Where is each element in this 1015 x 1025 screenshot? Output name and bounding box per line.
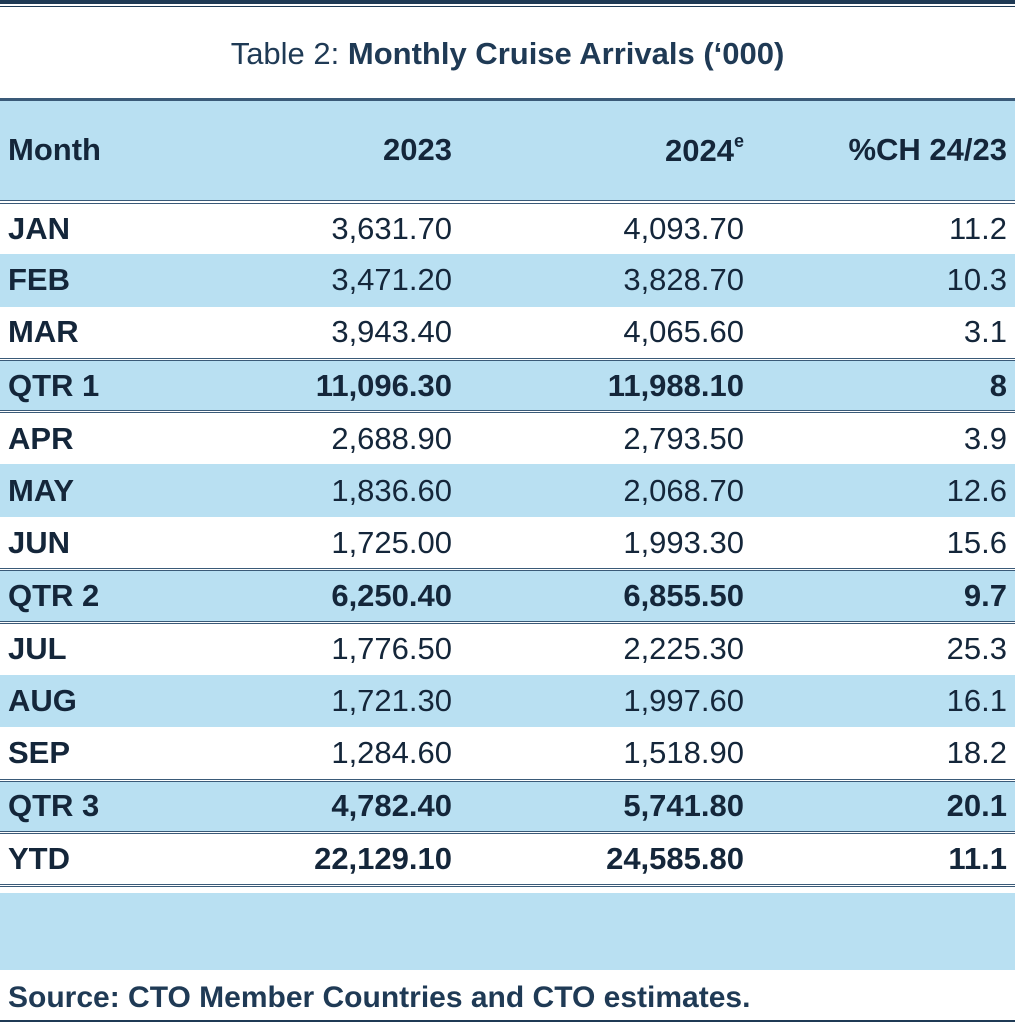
footer-band bbox=[0, 893, 1015, 970]
top-rule bbox=[0, 0, 1015, 4]
row-pct: 10.3 bbox=[946, 262, 1007, 298]
row-2023: 3,631.70 bbox=[331, 210, 452, 246]
row-2024: 1,518.90 bbox=[623, 734, 744, 770]
row-2024: 2,225.30 bbox=[623, 631, 744, 667]
row-month: JAN bbox=[8, 210, 71, 246]
row-month: SEP bbox=[8, 734, 71, 770]
row-month: QTR 3 bbox=[0, 778, 170, 835]
row-month: APR bbox=[8, 420, 74, 456]
row-pct: 11.2 bbox=[948, 210, 1007, 246]
quarter-total-row: QTR 2 6,250.40 6,855.50 9.7 bbox=[0, 568, 1015, 624]
table-row: AUG 1,721.30 1,997.60 16.1 bbox=[0, 674, 1015, 728]
quarter-total-row: QTR 1 11,096.30 11,988.10 8 bbox=[0, 357, 1015, 414]
header-2024-label: 2024 bbox=[665, 133, 734, 169]
row-2024: 24,585.80 bbox=[460, 832, 752, 887]
row-2023: 4,782.40 bbox=[170, 778, 460, 835]
row-pct: 12.6 bbox=[946, 472, 1007, 508]
row-pct: 16.1 bbox=[946, 683, 1007, 719]
row-2024: 4,065.60 bbox=[623, 314, 744, 350]
row-2023: 1,721.30 bbox=[331, 683, 452, 719]
row-2023: 3,471.20 bbox=[331, 262, 452, 298]
table-row: APR 2,688.90 2,793.50 3.9 bbox=[0, 411, 1015, 465]
row-2024: 3,828.70 bbox=[623, 262, 744, 298]
row-pct: 3.9 bbox=[963, 420, 1007, 456]
row-pct: 15.6 bbox=[946, 524, 1007, 560]
row-pct: 20.1 bbox=[752, 778, 1015, 835]
source-note: Source: CTO Member Countries and CTO est… bbox=[8, 981, 751, 1014]
row-2023: 3,943.40 bbox=[331, 314, 452, 350]
row-2024: 1,997.60 bbox=[623, 683, 744, 719]
row-month: MAR bbox=[8, 314, 79, 350]
row-2023: 1,836.60 bbox=[331, 472, 452, 508]
row-2024: 2,793.50 bbox=[623, 420, 744, 456]
row-month: MAY bbox=[8, 472, 75, 508]
table-row: JUN 1,725.00 1,993.30 15.6 bbox=[0, 517, 1015, 570]
row-pct: 8 bbox=[752, 357, 1015, 414]
table-row: MAR 3,943.40 4,065.60 3.1 bbox=[0, 306, 1015, 360]
table-title: Table 2: Monthly Cruise Arrivals (‘000) bbox=[0, 30, 1015, 78]
top-rule-thin bbox=[0, 6, 1015, 7]
row-month: YTD bbox=[0, 832, 170, 887]
row-2023: 6,250.40 bbox=[170, 568, 460, 624]
row-2024: 6,855.50 bbox=[460, 568, 752, 624]
row-month: QTR 2 bbox=[0, 568, 170, 624]
row-2024: 11,988.10 bbox=[460, 357, 752, 414]
row-pct: 18.2 bbox=[946, 734, 1007, 770]
table-row: FEB 3,471.20 3,828.70 10.3 bbox=[0, 254, 1015, 307]
bottom-rule bbox=[0, 1020, 1015, 1022]
ytd-total-row: YTD 22,129.10 24,585.80 11.1 bbox=[0, 832, 1015, 887]
table-row: JUL 1,776.50 2,225.30 25.3 bbox=[0, 622, 1015, 675]
row-2023: 1,284.60 bbox=[331, 734, 452, 770]
row-pct: 9.7 bbox=[752, 568, 1015, 624]
header-2024-estimate-mark: e bbox=[733, 131, 744, 152]
row-2024: 1,993.30 bbox=[623, 524, 744, 560]
table-row: MAY 1,836.60 2,068.70 12.6 bbox=[0, 464, 1015, 518]
table-row: SEP 1,284.60 1,518.90 18.2 bbox=[0, 727, 1015, 781]
table-row: JAN 3,631.70 4,093.70 11.2 bbox=[0, 201, 1015, 255]
header-2024: 2024e bbox=[460, 98, 752, 204]
quarter-total-row: QTR 3 4,782.40 5,741.80 20.1 bbox=[0, 778, 1015, 835]
header-month: Month bbox=[0, 98, 170, 204]
header-2023: 2023 bbox=[170, 98, 460, 204]
row-month: FEB bbox=[8, 262, 70, 298]
row-2023: 2,688.90 bbox=[331, 420, 452, 456]
row-pct: 25.3 bbox=[946, 631, 1007, 667]
row-2024: 5,741.80 bbox=[460, 778, 752, 835]
row-month: QTR 1 bbox=[0, 357, 170, 414]
row-pct: 11.1 bbox=[752, 832, 1015, 887]
row-2023: 1,725.00 bbox=[331, 524, 452, 560]
row-2023: 11,096.30 bbox=[170, 357, 460, 414]
row-2023: 22,129.10 bbox=[170, 832, 460, 887]
row-pct: 3.1 bbox=[963, 314, 1007, 350]
row-month: JUN bbox=[8, 524, 71, 560]
row-month: AUG bbox=[8, 683, 77, 719]
header-row: Month 2023 2024e %CH 24/23 bbox=[0, 98, 1015, 204]
table-title-main: Monthly Cruise Arrivals (‘000) bbox=[347, 36, 785, 71]
row-2024: 2,068.70 bbox=[623, 472, 744, 508]
table-title-prefix: Table 2: bbox=[230, 36, 348, 71]
cruise-arrivals-table: Month 2023 2024e %CH 24/23 JAN 3,631.70 … bbox=[0, 98, 1015, 887]
row-month: JUL bbox=[8, 631, 67, 667]
row-2023: 1,776.50 bbox=[331, 631, 452, 667]
header-pct-change: %CH 24/23 bbox=[752, 98, 1015, 204]
row-2024: 4,093.70 bbox=[623, 210, 744, 246]
